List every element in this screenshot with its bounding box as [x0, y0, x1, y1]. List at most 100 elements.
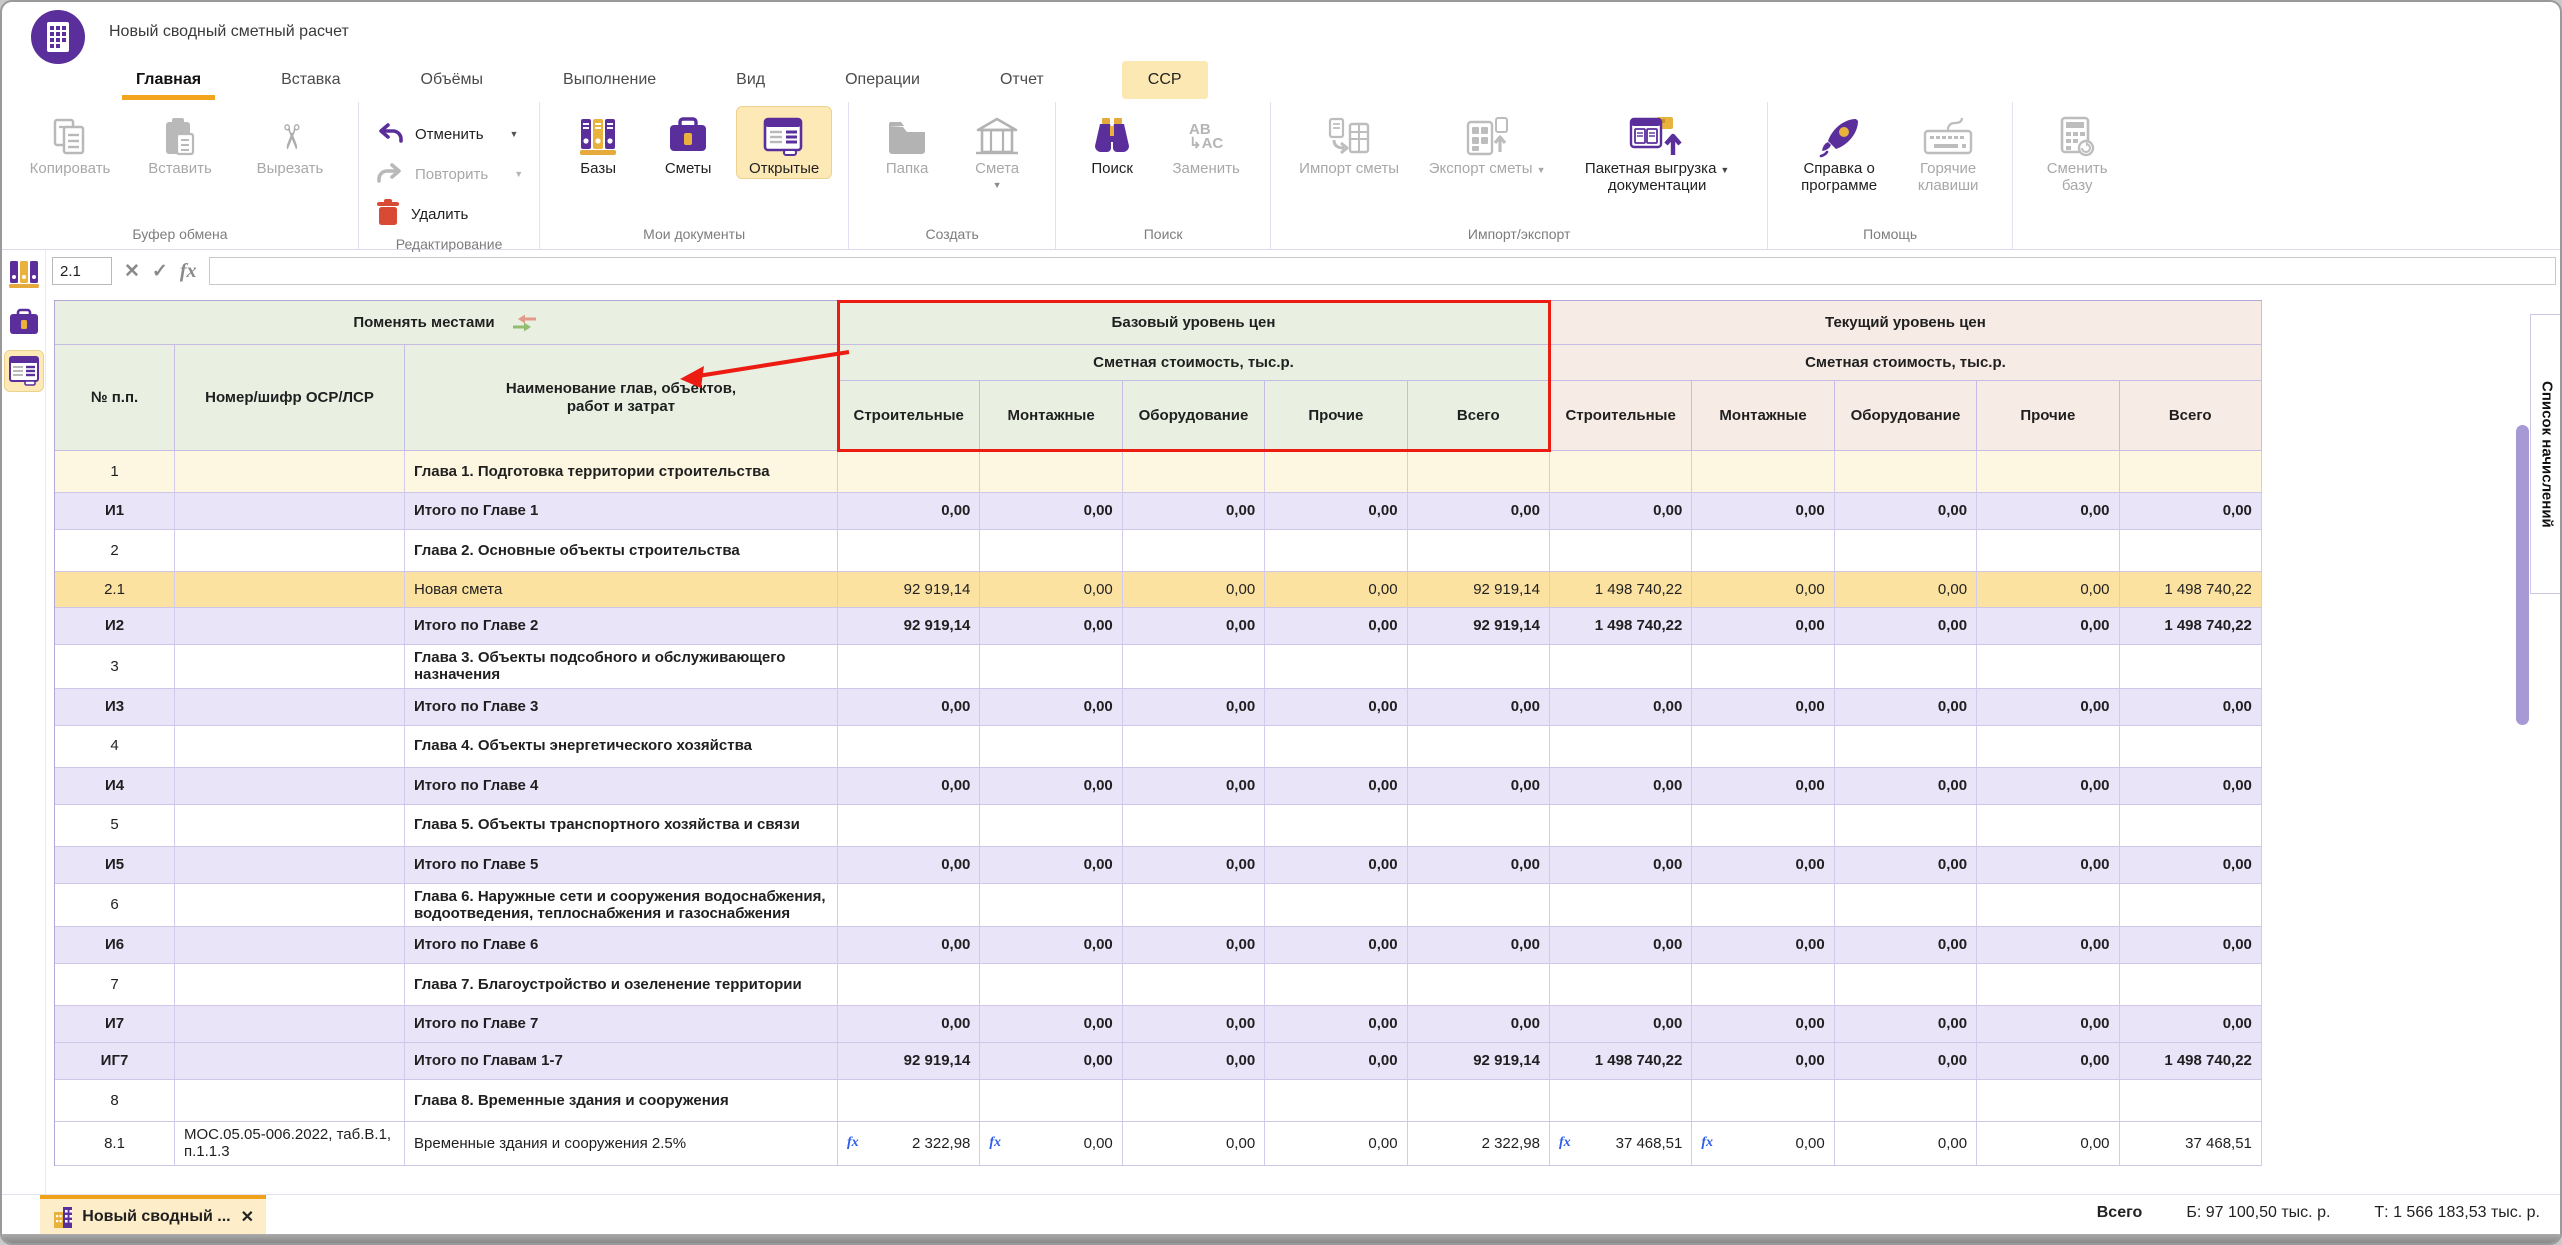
row-number-cell[interactable]: 8.1	[55, 1122, 175, 1166]
row-name-cell[interactable]: Итого по Главе 3	[405, 689, 838, 726]
value-cell[interactable]	[1265, 451, 1407, 493]
fx-icon[interactable]: fx	[180, 260, 197, 283]
rail-estimates-button[interactable]	[4, 302, 44, 344]
row-name-cell[interactable]: Итого по Главе 5	[405, 847, 838, 884]
row-number-cell[interactable]: 2	[55, 530, 175, 572]
value-cell[interactable]: 0,00	[980, 608, 1122, 645]
row-number-cell[interactable]: И1	[55, 493, 175, 530]
table-row[interactable]: И3Итого по Главе 30,000,000,000,000,000,…	[55, 689, 2262, 726]
row-name-cell[interactable]: Глава 7. Благоустройство и озеленение те…	[405, 964, 838, 1006]
value-cell[interactable]: 0,00	[980, 927, 1122, 964]
value-cell[interactable]: 1 498 740,22	[2120, 572, 2262, 608]
row-number-cell[interactable]: 2.1	[55, 572, 175, 608]
value-cell[interactable]: 1 498 740,22	[2120, 1043, 2262, 1080]
value-cell[interactable]	[1835, 451, 1977, 493]
value-cell[interactable]: 0,00	[1977, 572, 2119, 608]
value-cell[interactable]: 0,00	[1123, 1006, 1265, 1043]
value-cell[interactable]	[980, 805, 1122, 847]
value-cell[interactable]: 92 919,14	[1408, 1043, 1550, 1080]
formula-input[interactable]	[209, 257, 2556, 285]
value-cell[interactable]	[1692, 645, 1834, 689]
bases-button[interactable]: Базы	[556, 106, 640, 179]
row-number-cell[interactable]: И6	[55, 927, 175, 964]
table-row[interactable]: 6Глава 6. Наружные сети и сооружения вод…	[55, 884, 2262, 928]
row-number-cell[interactable]: ИГ7	[55, 1043, 175, 1080]
row-name-cell[interactable]: Итого по Главе 1	[405, 493, 838, 530]
value-cell[interactable]	[1123, 530, 1265, 572]
value-cell[interactable]: 0,00	[1977, 493, 2119, 530]
value-cell[interactable]	[1835, 530, 1977, 572]
value-cell[interactable]	[1408, 530, 1550, 572]
table-row[interactable]: 2Глава 2. Основные объекты строительства	[55, 530, 2262, 572]
value-cell[interactable]: 0,00	[1265, 1006, 1407, 1043]
table-row[interactable]: И4Итого по Главе 40,000,000,000,000,000,…	[55, 768, 2262, 805]
tab-glavnaya[interactable]: Главная	[134, 61, 203, 99]
value-cell[interactable]: 0,00	[838, 493, 980, 530]
row-code-cell[interactable]	[175, 726, 405, 768]
value-cell[interactable]: 0,00	[1265, 768, 1407, 805]
value-cell[interactable]	[1265, 645, 1407, 689]
value-cell[interactable]: 0,00	[2120, 1006, 2262, 1043]
row-name-cell[interactable]: Итого по Главе 4	[405, 768, 838, 805]
value-cell[interactable]: 0,00	[1977, 1006, 2119, 1043]
value-cell[interactable]: 0,00	[1835, 608, 1977, 645]
value-cell[interactable]	[980, 645, 1122, 689]
value-cell[interactable]: 0,00	[838, 847, 980, 884]
value-cell[interactable]: 0,00	[2120, 927, 2262, 964]
row-name-cell[interactable]: Временные здания и сооружения 2.5%	[405, 1122, 838, 1166]
value-cell[interactable]: 0,00	[980, 1006, 1122, 1043]
value-cell[interactable]: 0,00	[1408, 927, 1550, 964]
value-cell[interactable]: 0,00	[1123, 847, 1265, 884]
row-number-cell[interactable]: И7	[55, 1006, 175, 1043]
value-cell[interactable]: 92 919,14	[1408, 572, 1550, 608]
value-cell[interactable]	[838, 645, 980, 689]
row-name-cell[interactable]: Новая смета	[405, 572, 838, 608]
value-cell[interactable]	[1835, 884, 1977, 928]
row-code-cell[interactable]	[175, 645, 405, 689]
value-cell[interactable]: 0,00	[1265, 689, 1407, 726]
row-number-cell[interactable]: И5	[55, 847, 175, 884]
tab-obyomy[interactable]: Объёмы	[419, 61, 485, 99]
copy-button[interactable]: Копировать	[18, 106, 122, 179]
value-cell[interactable]: 0,00	[1550, 847, 1692, 884]
cell-reference-input[interactable]: 2.1	[52, 257, 112, 285]
value-cell[interactable]	[1265, 805, 1407, 847]
value-cell[interactable]: 0,00	[980, 1043, 1122, 1080]
row-code-cell[interactable]	[175, 572, 405, 608]
table-row[interactable]: 1Глава 1. Подготовка территории строител…	[55, 451, 2262, 493]
value-cell[interactable]: 0,00	[1408, 689, 1550, 726]
value-cell[interactable]	[1123, 1080, 1265, 1122]
value-cell[interactable]: 0,00	[1408, 1006, 1550, 1043]
value-cell[interactable]	[1265, 884, 1407, 928]
value-cell[interactable]: 0,00	[2120, 768, 2262, 805]
paste-button[interactable]: Вставить	[128, 106, 232, 179]
value-cell[interactable]: 0,00	[1835, 572, 1977, 608]
value-cell[interactable]	[1977, 726, 2119, 768]
row-code-cell[interactable]	[175, 805, 405, 847]
row-code-cell[interactable]	[175, 1006, 405, 1043]
value-cell[interactable]: 0,00	[1692, 1043, 1834, 1080]
row-code-cell[interactable]	[175, 608, 405, 645]
value-cell[interactable]: 0,00	[1835, 768, 1977, 805]
value-cell[interactable]	[980, 530, 1122, 572]
value-cell[interactable]	[1692, 964, 1834, 1006]
table-row[interactable]: И2Итого по Главе 292 919,140,000,000,009…	[55, 608, 2262, 645]
table-row[interactable]: 7Глава 7. Благоустройство и озеленение т…	[55, 964, 2262, 1006]
row-name-cell[interactable]: Глава 1. Подготовка территории строитель…	[405, 451, 838, 493]
about-button[interactable]: Справка о программе	[1784, 106, 1894, 196]
value-cell[interactable]: 0,00	[1123, 1122, 1265, 1166]
value-cell[interactable]	[1408, 964, 1550, 1006]
value-cell[interactable]: 0,00	[1265, 572, 1407, 608]
value-cell[interactable]	[1265, 530, 1407, 572]
table-row[interactable]: 2.1Новая смета92 919,140,000,000,0092 91…	[55, 572, 2262, 608]
value-cell[interactable]	[1408, 726, 1550, 768]
value-cell[interactable]	[1977, 451, 2119, 493]
table-row[interactable]: И6Итого по Главе 60,000,000,000,000,000,…	[55, 927, 2262, 964]
value-cell[interactable]: 0,00	[1123, 689, 1265, 726]
value-cell[interactable]	[2120, 645, 2262, 689]
value-cell[interactable]: 0,00	[1977, 1043, 2119, 1080]
value-cell[interactable]: 0,00	[1977, 847, 2119, 884]
value-cell[interactable]: 0,00	[1408, 847, 1550, 884]
value-cell[interactable]: 0,00	[1265, 1043, 1407, 1080]
value-cell[interactable]	[1550, 530, 1692, 572]
